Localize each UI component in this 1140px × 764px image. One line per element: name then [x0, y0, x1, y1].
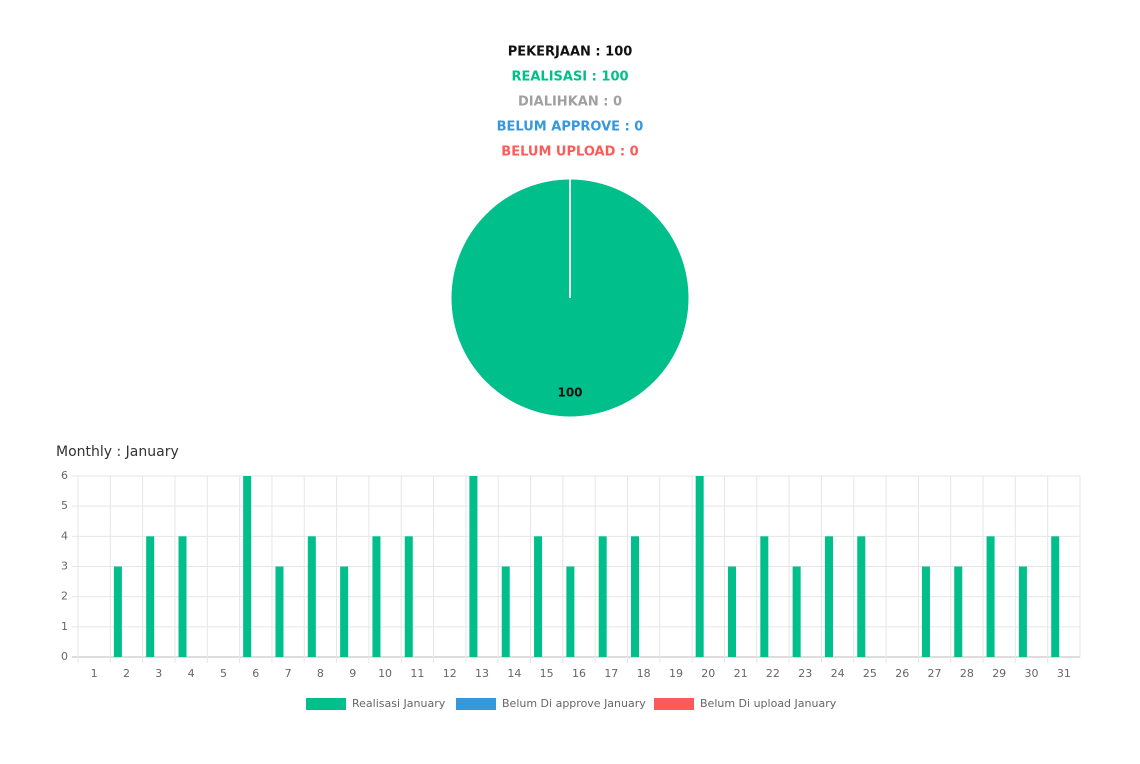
y-tick-label: 2 — [61, 590, 68, 603]
x-tick-label: 24 — [831, 667, 845, 680]
x-tick-label: 27 — [928, 667, 942, 680]
summary-line: BELUM UPLOAD : 0 — [501, 145, 638, 160]
x-tick-label: 30 — [1025, 667, 1039, 680]
summary-line: BELUM APPROVE : 0 — [497, 120, 644, 135]
bar — [986, 536, 995, 657]
legend-swatch — [456, 698, 496, 710]
x-tick-label: 31 — [1057, 667, 1071, 680]
x-tick-label: 21 — [734, 667, 748, 680]
bar — [243, 476, 252, 657]
bar — [695, 476, 704, 657]
x-tick-label: 26 — [895, 667, 909, 680]
x-tick-label: 5 — [220, 667, 227, 680]
summary-line: DIALIHKAN : 0 — [518, 95, 622, 110]
bar — [1018, 566, 1027, 657]
bar — [857, 536, 866, 657]
bar — [404, 536, 413, 657]
bar — [631, 536, 640, 657]
bar — [113, 566, 122, 657]
summary-line: REALISASI : 100 — [511, 70, 628, 85]
x-tick-label: 15 — [540, 667, 554, 680]
x-tick-label: 9 — [349, 667, 356, 680]
x-tick-label: 28 — [960, 667, 974, 680]
bar — [340, 566, 349, 657]
x-tick-label: 17 — [604, 667, 618, 680]
bar — [146, 536, 155, 657]
x-tick-label: 23 — [798, 667, 812, 680]
legend-swatch — [306, 698, 346, 710]
x-tick-label: 4 — [188, 667, 195, 680]
bar — [824, 536, 833, 657]
x-tick-label: 29 — [992, 667, 1006, 680]
x-tick-label: 2 — [123, 667, 130, 680]
x-tick-label: 10 — [378, 667, 392, 680]
y-tick-label: 4 — [61, 529, 68, 542]
bar — [792, 566, 801, 657]
legend-label: Belum Di upload January — [700, 697, 837, 710]
bar — [1051, 536, 1060, 657]
y-tick-label: 3 — [61, 560, 68, 573]
x-tick-label: 8 — [317, 667, 324, 680]
x-tick-label: 6 — [252, 667, 259, 680]
bar — [566, 566, 575, 657]
x-tick-label: 19 — [669, 667, 683, 680]
x-tick-label: 11 — [410, 667, 424, 680]
bar — [501, 566, 510, 657]
bar — [760, 536, 769, 657]
bar — [469, 476, 478, 657]
bar — [307, 536, 316, 657]
x-tick-label: 22 — [766, 667, 780, 680]
chart-title: Monthly : January — [56, 444, 179, 460]
x-tick-label: 16 — [572, 667, 586, 680]
bar — [178, 536, 187, 657]
bar — [534, 536, 543, 657]
x-tick-label: 12 — [443, 667, 457, 680]
x-tick-label: 18 — [637, 667, 651, 680]
y-tick-label: 6 — [61, 469, 68, 482]
bar — [275, 566, 284, 657]
summary-line: PEKERJAAN : 100 — [508, 45, 633, 60]
x-tick-label: 20 — [701, 667, 715, 680]
pie-label: 100 — [557, 386, 582, 400]
legend-label: Realisasi January — [352, 697, 446, 710]
bar — [727, 566, 737, 657]
y-tick-label: 1 — [61, 620, 68, 633]
x-tick-label: 1 — [91, 667, 98, 680]
x-tick-label: 13 — [475, 667, 489, 680]
y-tick-label: 5 — [61, 499, 68, 512]
y-tick-label: 0 — [61, 650, 68, 663]
legend-swatch — [654, 698, 694, 710]
x-tick-label: 3 — [155, 667, 162, 680]
bar — [954, 566, 963, 657]
bar — [598, 536, 607, 657]
x-tick-label: 7 — [285, 667, 292, 680]
bar — [921, 566, 930, 657]
x-tick-label: 14 — [507, 667, 521, 680]
legend-label: Belum Di approve January — [502, 697, 646, 710]
x-tick-label: 25 — [863, 667, 877, 680]
bar — [372, 536, 381, 657]
